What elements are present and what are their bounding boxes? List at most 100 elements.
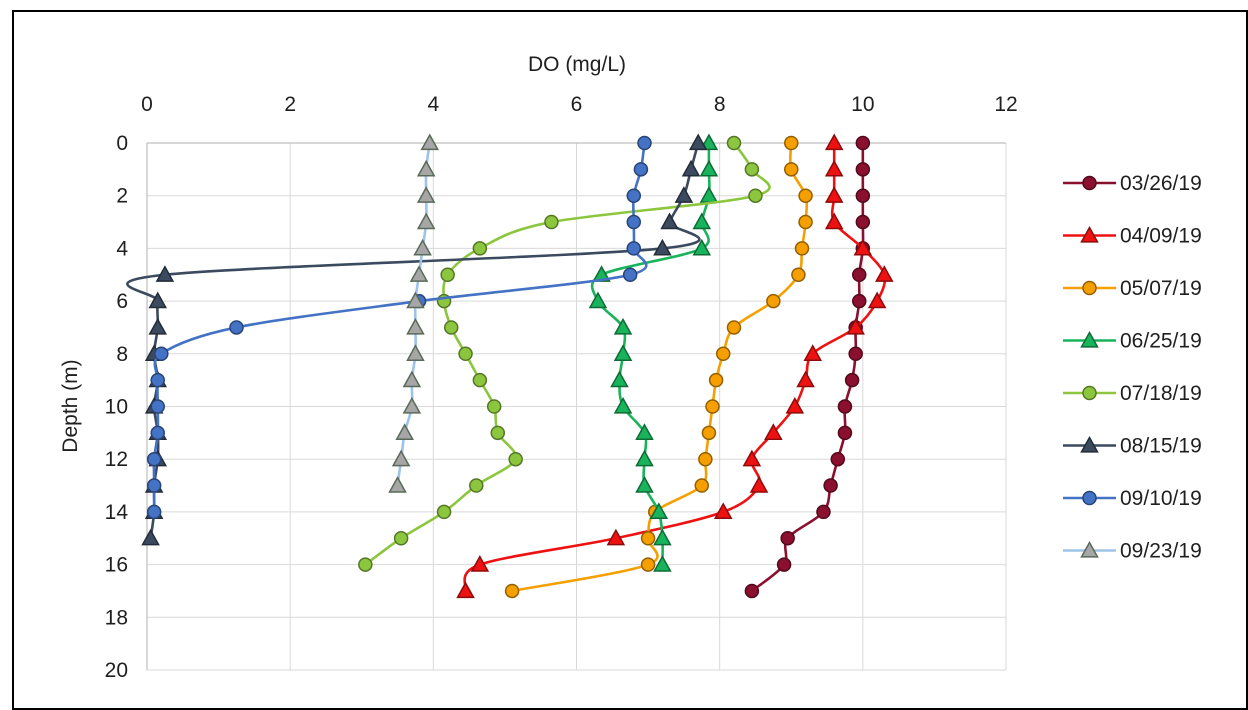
data-point bbox=[409, 265, 429, 282]
series-line bbox=[152, 142, 648, 512]
data-point bbox=[588, 291, 608, 309]
data-point bbox=[416, 212, 436, 230]
data-point bbox=[688, 133, 708, 151]
data-point bbox=[640, 557, 656, 572]
data-point bbox=[443, 320, 459, 335]
data-point bbox=[830, 451, 846, 467]
data-point bbox=[1080, 435, 1099, 453]
legend-item: 06/25/19 bbox=[1063, 330, 1202, 353]
data-point bbox=[391, 449, 411, 467]
data-point bbox=[742, 449, 762, 467]
data-point bbox=[146, 478, 162, 493]
data-point bbox=[633, 162, 649, 177]
data-point bbox=[1080, 225, 1099, 243]
data-point bbox=[388, 476, 407, 493]
data-point bbox=[472, 372, 488, 388]
data-point bbox=[613, 396, 633, 414]
legend-label: 03/26/19 bbox=[1120, 172, 1202, 195]
legend-item: 09/10/19 bbox=[1063, 487, 1202, 510]
data-point bbox=[692, 238, 712, 256]
data-point bbox=[705, 399, 720, 414]
data-point bbox=[1080, 330, 1099, 348]
data-point bbox=[626, 214, 642, 230]
data-point bbox=[824, 133, 844, 151]
y-tick-label: 14 bbox=[105, 501, 129, 524]
x-tick-label: 10 bbox=[851, 93, 874, 116]
data-point bbox=[764, 423, 783, 440]
series-line bbox=[511, 142, 809, 593]
data-point bbox=[855, 188, 871, 203]
data-point bbox=[715, 346, 731, 362]
data-point bbox=[150, 399, 165, 414]
legend: 03/26/19 04/09/19 05/07/19 06/25/19 07/18/19… bbox=[1063, 172, 1202, 563]
data-point bbox=[470, 555, 490, 572]
x-axis-title: DO (mg/L) bbox=[528, 53, 626, 76]
data-point bbox=[726, 135, 742, 151]
data-point bbox=[148, 291, 168, 309]
data-point bbox=[393, 531, 409, 546]
data-point bbox=[486, 399, 502, 414]
legend-item: 04/09/19 bbox=[1063, 225, 1202, 248]
y-tick-label: 6 bbox=[116, 290, 128, 313]
do-depth-profile-chart: DO (mg/L) Depth (m) 0 2 4 6 8 10 12 0 2 4 6 8 10 12 1… bbox=[59, 53, 1202, 682]
data-point bbox=[848, 346, 863, 362]
legend-label: 04/09/19 bbox=[1120, 225, 1202, 248]
data-point bbox=[504, 583, 520, 599]
data-point bbox=[875, 265, 894, 282]
data-point bbox=[1082, 490, 1097, 506]
data-point bbox=[1082, 385, 1097, 401]
gridlines bbox=[147, 143, 1007, 671]
data-point bbox=[1082, 175, 1097, 191]
data-point bbox=[853, 238, 873, 256]
data-point bbox=[626, 188, 642, 203]
y-tick-labels: 0 2 4 6 8 10 12 14 16 18 20 bbox=[105, 132, 129, 682]
series-06-25-19 bbox=[588, 133, 719, 572]
data-point bbox=[635, 423, 654, 440]
data-point bbox=[798, 214, 813, 230]
data-point bbox=[699, 186, 719, 203]
data-point bbox=[469, 478, 484, 493]
y-tick-label: 0 bbox=[116, 132, 128, 155]
series-line bbox=[126, 142, 701, 539]
data-point bbox=[748, 188, 763, 203]
data-point bbox=[852, 293, 867, 309]
data-point bbox=[146, 504, 162, 520]
y-tick-label: 12 bbox=[105, 448, 128, 471]
data-point bbox=[744, 162, 760, 177]
series-09-23-19 bbox=[388, 133, 440, 493]
data-point bbox=[1082, 280, 1097, 296]
data-point bbox=[837, 425, 853, 441]
data-point bbox=[701, 425, 717, 441]
data-point bbox=[803, 344, 822, 361]
legend-label: 08/15/19 bbox=[1120, 435, 1202, 458]
data-point bbox=[698, 451, 713, 467]
data-point bbox=[613, 317, 633, 335]
data-point bbox=[855, 162, 871, 177]
data-point bbox=[784, 162, 799, 177]
x-tick-labels: 0 2 4 6 8 10 12 bbox=[141, 93, 1018, 116]
y-tick-label: 20 bbox=[105, 659, 128, 682]
series-07-18-19 bbox=[358, 135, 771, 572]
data-point bbox=[694, 478, 710, 493]
y-tick-label: 10 bbox=[105, 396, 128, 419]
data-point bbox=[796, 370, 815, 388]
data-point bbox=[635, 449, 654, 467]
legend-item: 05/07/19 bbox=[1063, 277, 1202, 300]
legend-item: 03/26/19 bbox=[1063, 172, 1202, 195]
data-point bbox=[726, 320, 742, 335]
data-point bbox=[749, 476, 769, 493]
data-point bbox=[653, 238, 672, 256]
data-point bbox=[440, 267, 455, 282]
x-tick-label: 12 bbox=[994, 93, 1017, 116]
data-point bbox=[766, 293, 781, 309]
data-point bbox=[681, 159, 701, 177]
data-point bbox=[402, 370, 422, 388]
data-point bbox=[229, 320, 244, 335]
data-point bbox=[824, 212, 844, 230]
y-tick-label: 4 bbox=[116, 237, 128, 260]
data-point bbox=[649, 502, 669, 520]
data-point bbox=[653, 528, 672, 546]
data-point bbox=[816, 504, 831, 520]
data-point bbox=[141, 528, 160, 546]
data-point bbox=[785, 396, 805, 414]
